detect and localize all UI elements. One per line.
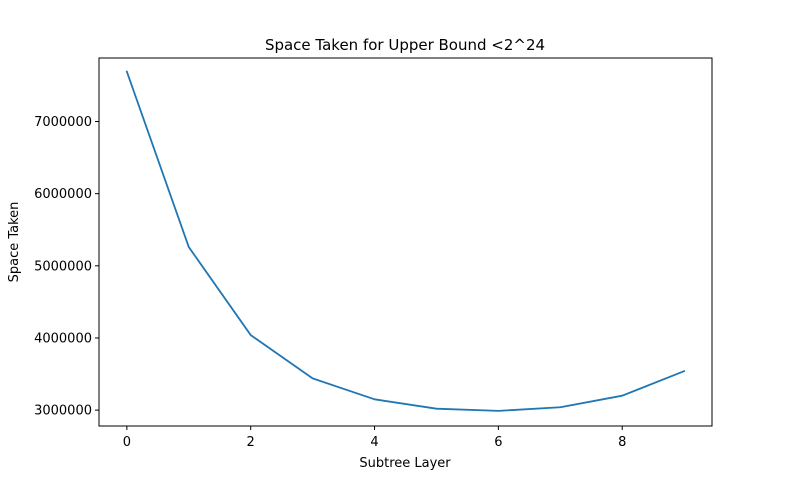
x-axis-label: Subtree Layer [359,456,451,471]
y-tick-label: 3000000 [34,404,92,419]
axes-frame [98,57,713,427]
y-tick-label: 6000000 [34,187,92,202]
series-line [125,70,686,412]
x-tick-label: 0 [123,435,131,450]
y-tick-label: 5000000 [34,259,92,274]
x-tick-label: 8 [618,435,626,450]
plot-area: 3000000 4000000 5000000 6000000 7000000 0 2 4 6… [34,57,713,450]
y-tick-label: 4000000 [34,331,92,346]
x-tick-label: 2 [247,435,255,450]
series-layer [125,70,686,412]
x-tick-label: 6 [494,435,502,450]
y-tick-label: 7000000 [34,115,92,130]
chart-title: Space Taken for Upper Bound <2^24 [265,36,545,54]
y-axis-label: Space Taken [7,202,22,283]
x-axis-ticks: 0 2 4 6 8 [123,426,626,450]
x-tick-label: 4 [370,435,378,450]
y-axis-ticks: 3000000 4000000 5000000 6000000 7000000 [34,115,99,419]
